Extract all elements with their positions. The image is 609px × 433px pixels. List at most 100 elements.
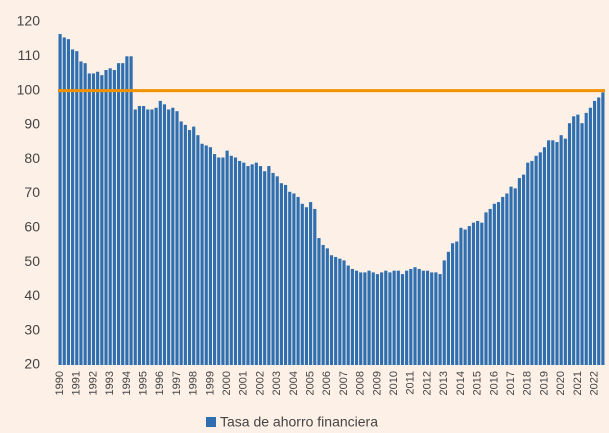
bar <box>158 100 162 365</box>
bar <box>451 243 455 365</box>
bar <box>196 135 200 365</box>
x-tick-label: 2006 <box>321 371 333 395</box>
x-tick-label: 2022 <box>588 371 600 395</box>
bar <box>254 162 258 365</box>
bar <box>417 268 421 365</box>
bar <box>96 71 100 366</box>
bar <box>363 272 367 365</box>
bar <box>58 34 62 365</box>
bar <box>179 121 183 365</box>
bar <box>501 196 505 365</box>
bar <box>116 63 121 365</box>
bar <box>421 270 425 365</box>
bar <box>321 244 325 365</box>
bar <box>513 188 517 365</box>
bar <box>388 272 392 365</box>
bar <box>62 37 66 366</box>
bar <box>121 63 125 365</box>
y-tick-label: 110 <box>18 47 41 63</box>
x-tick-label: 1992 <box>87 371 99 395</box>
bar <box>187 130 192 365</box>
bar <box>225 150 229 365</box>
x-tick-label: 2011 <box>405 371 417 395</box>
bar <box>125 56 129 366</box>
y-tick-label: 60 <box>24 219 40 235</box>
bar <box>229 155 233 365</box>
x-tick-label: 2013 <box>438 371 450 395</box>
bar <box>167 109 171 365</box>
bar <box>83 63 87 365</box>
bar <box>442 260 446 365</box>
bar <box>555 142 559 365</box>
x-tick-label: 1994 <box>121 371 133 395</box>
bar <box>471 222 476 365</box>
bar <box>542 147 547 365</box>
bar <box>300 203 304 365</box>
bar <box>463 229 467 365</box>
bar <box>563 138 567 365</box>
bar <box>384 270 388 365</box>
bar <box>313 208 317 365</box>
bar <box>288 191 292 365</box>
bar <box>204 145 208 365</box>
bar <box>517 178 521 365</box>
x-tick-label: 2005 <box>305 371 317 395</box>
bar <box>484 212 488 365</box>
bar <box>597 97 601 366</box>
bar <box>580 123 584 365</box>
bar <box>592 100 597 365</box>
bar <box>200 143 204 365</box>
bar <box>279 183 283 365</box>
y-tick-label: 30 <box>24 321 40 337</box>
bar <box>476 220 480 365</box>
bar <box>334 256 338 365</box>
x-tick-label: 2020 <box>555 371 567 395</box>
bar <box>526 162 530 365</box>
bar <box>455 241 459 365</box>
bar <box>150 109 154 365</box>
bar <box>212 154 217 365</box>
x-tick-label: 2012 <box>421 371 433 395</box>
x-tick-label: 2002 <box>254 371 266 395</box>
bar <box>434 272 438 365</box>
bar <box>129 56 133 366</box>
bar <box>75 51 79 365</box>
bar <box>509 186 513 365</box>
bar <box>246 166 250 365</box>
y-tick-label: 40 <box>24 287 40 303</box>
x-tick-label: 1993 <box>104 371 116 395</box>
bar <box>208 147 212 365</box>
bar <box>217 157 221 365</box>
bar <box>547 140 551 365</box>
x-tick-label: 2014 <box>455 371 467 395</box>
bar <box>488 208 492 365</box>
y-tick-label: 20 <box>24 356 40 372</box>
bar <box>233 157 238 365</box>
x-tick-label: 2016 <box>488 371 500 395</box>
bar <box>137 106 142 365</box>
bar <box>142 106 146 365</box>
bar <box>238 160 242 365</box>
bar <box>534 155 538 365</box>
bar <box>551 140 555 365</box>
bar <box>146 109 150 365</box>
x-tick-label: 2008 <box>355 371 367 395</box>
bar <box>400 274 405 365</box>
bar <box>221 157 225 365</box>
bar <box>359 272 363 365</box>
x-tick-label: 2001 <box>238 371 250 395</box>
bar <box>192 126 196 366</box>
bar <box>317 238 321 365</box>
y-tick-label: 80 <box>24 150 40 166</box>
bar <box>263 171 267 365</box>
x-tick-label: 1997 <box>171 371 183 395</box>
bar <box>275 176 279 365</box>
bar <box>171 107 175 365</box>
bar <box>405 270 409 365</box>
bar <box>342 260 346 365</box>
x-tick-label: 2003 <box>271 371 283 395</box>
bar <box>413 267 417 365</box>
bar <box>329 255 334 365</box>
bar <box>430 272 434 365</box>
